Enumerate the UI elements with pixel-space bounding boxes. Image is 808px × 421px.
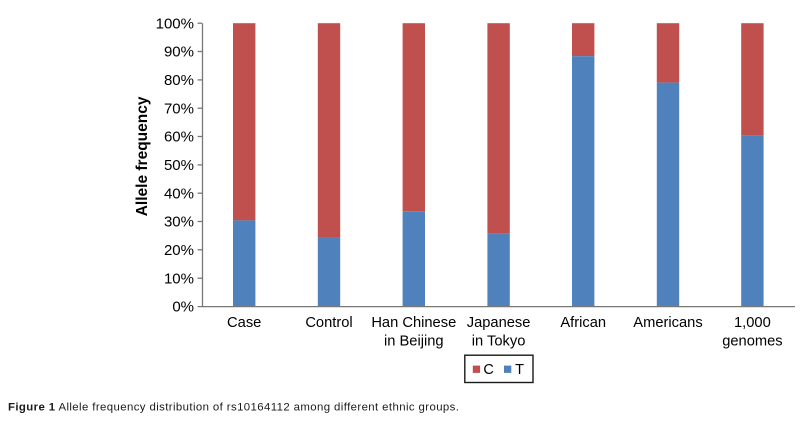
svg-text:Figure 1 Allele frequency dist: Figure 1 Allele frequency distribution o… [8, 402, 459, 414]
svg-text:70%: 70% [164, 100, 194, 117]
svg-text:0%: 0% [172, 299, 194, 316]
svg-text:Americans: Americans [633, 315, 702, 331]
svg-text:C: C [483, 362, 493, 378]
svg-text:30%: 30% [164, 214, 194, 231]
svg-text:80%: 80% [164, 72, 194, 89]
svg-text:Japanese: Japanese [467, 315, 531, 331]
svg-text:90%: 90% [164, 44, 194, 61]
svg-text:100%: 100% [156, 15, 194, 32]
svg-text:Case: Case [227, 315, 261, 331]
svg-text:10%: 10% [164, 270, 194, 287]
svg-text:Han Chinese: Han Chinese [371, 315, 456, 331]
svg-text:1,000: 1,000 [734, 315, 771, 331]
svg-text:African: African [560, 315, 606, 331]
svg-text:in Tokyo: in Tokyo [472, 333, 526, 349]
svg-text:genomes: genomes [722, 333, 782, 349]
svg-text:in Beijing: in Beijing [384, 333, 444, 349]
svg-text:60%: 60% [164, 129, 194, 146]
svg-text:50%: 50% [164, 157, 194, 174]
svg-text:40%: 40% [164, 185, 194, 202]
svg-text:Allele frequency: Allele frequency [134, 96, 151, 216]
svg-text:T: T [515, 362, 524, 378]
svg-text:Control: Control [305, 315, 352, 331]
svg-text:20%: 20% [164, 242, 194, 259]
